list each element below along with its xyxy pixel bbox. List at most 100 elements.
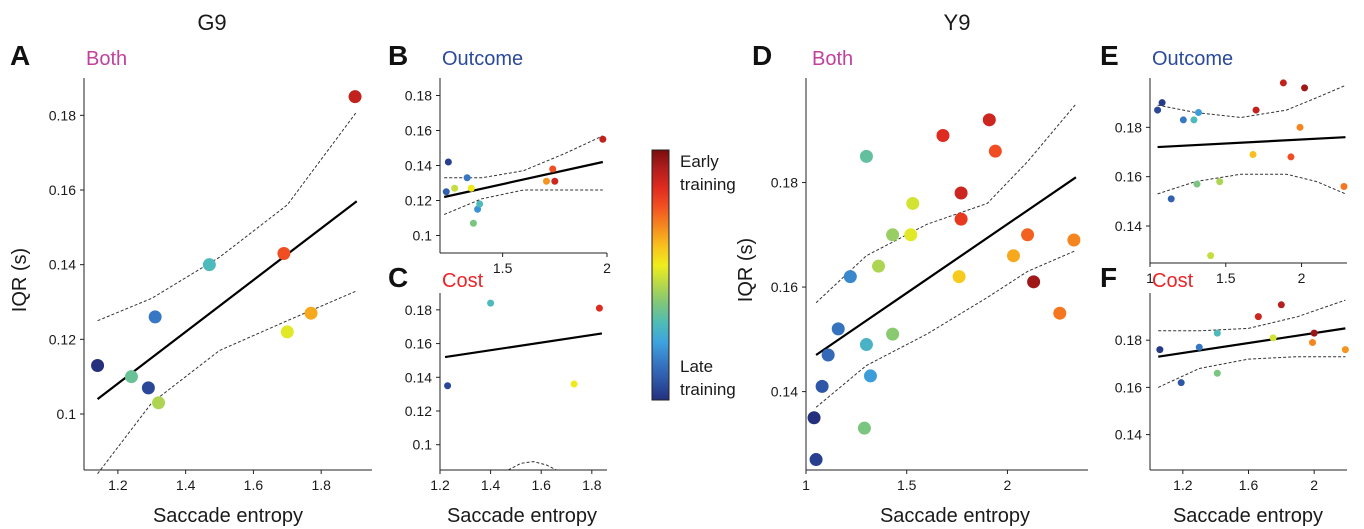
x-tick-label: 2 <box>1298 270 1306 286</box>
y-tick-label: 0.1 <box>57 406 77 422</box>
scatter-point <box>859 149 873 163</box>
colorbar-gradient <box>651 149 670 401</box>
scatter-point <box>1216 178 1224 186</box>
panel-letter: E <box>1100 40 1119 71</box>
y-tick-label: 0.18 <box>405 88 432 104</box>
scatter-point <box>1287 153 1295 161</box>
scatter-point <box>124 370 138 384</box>
scatter-point <box>1269 334 1277 342</box>
y-tick-label: 0.16 <box>405 123 432 139</box>
ci-lower-line <box>508 461 557 471</box>
scatter-point <box>886 327 900 341</box>
panel-letter: C <box>388 262 408 293</box>
scatter-point <box>1279 79 1287 87</box>
x-tick-label: 1.5 <box>897 477 917 493</box>
panel-title: Cost <box>442 270 484 292</box>
scatter-point <box>904 228 918 242</box>
x-tick-label: 1.6 <box>1239 477 1259 493</box>
scatter-point <box>1154 106 1162 114</box>
panel-d: D Both 1 1.5 2 0.14 0.16 0.18 Saccade entropy IQR… <box>735 40 1088 527</box>
scatter-point <box>1207 252 1215 260</box>
panel-letter: D <box>752 40 772 71</box>
scatter-point <box>843 270 857 284</box>
scatter-point <box>1213 369 1221 377</box>
scatter-point <box>859 338 873 352</box>
y-tick-label: 0.1 <box>413 228 433 244</box>
y-tick-label: 0.1 <box>413 437 433 453</box>
panel-e: E Outcome 1 1.5 2 0.14 0.16 0.18 <box>1100 40 1348 286</box>
scatter-point <box>954 186 968 200</box>
scatter-point <box>451 184 459 192</box>
panel-c: C Cost 1.2 1.4 1.6 1.8 0.1 0.12 0.14 0.16 0.18 Sacc… <box>388 262 607 527</box>
scatter-point <box>952 270 966 284</box>
y-tick-label: 0.18 <box>771 175 798 191</box>
y-tick-label: 0.16 <box>1115 379 1142 395</box>
scatter-point <box>1193 180 1201 188</box>
x-tick-label: 1.2 <box>1173 477 1193 493</box>
ci-lower-line <box>1157 173 1346 195</box>
x-tick-label: 1.5 <box>1216 270 1236 286</box>
scatter-point <box>1179 116 1187 124</box>
y-tick-label: 0.12 <box>405 403 432 419</box>
y-tick-label: 0.14 <box>49 257 76 273</box>
scatter-point <box>487 299 495 307</box>
panel-title: Outcome <box>442 48 523 70</box>
colorbar-top-label-2: training <box>680 175 736 194</box>
x-axis-label: Saccade entropy <box>880 505 1030 527</box>
scatter-point <box>469 219 477 227</box>
scatter-point <box>1309 339 1317 347</box>
y-tick-label: 0.14 <box>771 384 798 400</box>
y-tick-label: 0.14 <box>405 158 432 174</box>
y-tick-label: 0.18 <box>49 107 76 123</box>
scatter-point <box>1341 346 1349 354</box>
y-tick-label: 0.16 <box>1115 169 1142 185</box>
y-tick-label: 0.14 <box>1115 427 1142 443</box>
scatter-point <box>831 322 845 336</box>
x-axis-label: Saccade entropy <box>1173 505 1323 527</box>
x-tick-label: 1 <box>1146 270 1154 286</box>
scatter-point <box>444 382 452 390</box>
scatter-point <box>1301 84 1309 92</box>
scatter-point <box>1156 346 1164 354</box>
x-tick-label: 2 <box>603 260 611 276</box>
scatter-point <box>304 306 318 320</box>
colorbar: Early training Late training <box>651 149 736 401</box>
scatter-point <box>1277 301 1285 309</box>
scatter-point <box>1053 306 1067 320</box>
panel-a: A Both 1.2 1.4 1.6 1.8 0.1 0.12 0.14 0.16 0.18 Sacc… <box>9 40 372 527</box>
scatter-point <box>148 310 162 324</box>
group-title-g9: G9 <box>197 10 226 35</box>
scatter-point <box>476 200 484 208</box>
scatter-point <box>857 421 871 435</box>
scatter-point <box>1254 313 1262 321</box>
scatter-point <box>1006 249 1020 263</box>
x-tick-label: 1.4 <box>176 477 196 493</box>
scatter-point <box>1194 109 1202 117</box>
ci-lower-line <box>1157 356 1346 388</box>
panel-title: Both <box>86 48 127 70</box>
scatter-point <box>1027 275 1041 289</box>
scatter-point <box>1213 329 1221 337</box>
scatter-point <box>815 379 829 393</box>
y-tick-label: 0.14 <box>1115 218 1142 234</box>
scatter-point <box>1067 233 1081 247</box>
scatter-point <box>1252 106 1260 114</box>
scatter-point <box>809 453 823 467</box>
ci-lower-line <box>97 290 357 475</box>
ci-upper-line <box>1157 84 1346 119</box>
y-tick-label: 0.12 <box>49 331 76 347</box>
scatter-point <box>988 144 1002 158</box>
scatter-point <box>91 358 105 372</box>
ci-lower-line <box>815 250 1077 408</box>
scatter-point <box>1340 183 1348 191</box>
scatter-point <box>1195 343 1203 351</box>
scatter-point <box>863 369 877 383</box>
y-tick-label: 0.18 <box>405 302 432 318</box>
regression-line <box>444 332 603 359</box>
scatter-point <box>599 135 607 143</box>
y-tick-label: 0.14 <box>405 369 432 385</box>
y-tick-label: 0.16 <box>405 336 432 352</box>
x-tick-label: 2 <box>1310 477 1318 493</box>
scatter-point <box>463 174 471 182</box>
y-tick-label: 0.18 <box>1115 119 1142 135</box>
